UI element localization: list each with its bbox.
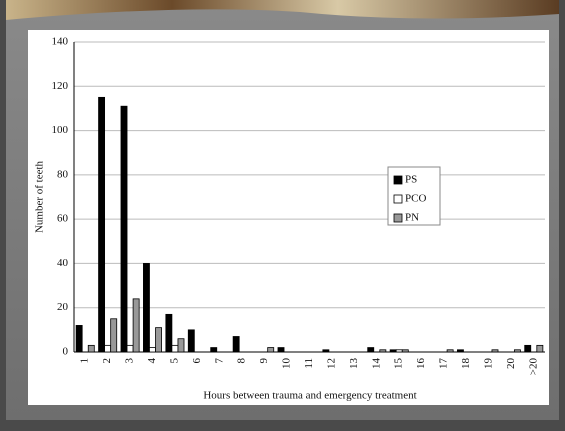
y-tick-label: 60 (57, 213, 69, 225)
x-tick-label: 6 (191, 358, 203, 364)
bar (99, 97, 105, 352)
legend-swatch (394, 195, 402, 203)
x-tick-label: 18 (460, 358, 472, 370)
x-tick-label: 3 (124, 358, 136, 364)
y-tick-label: 100 (52, 124, 69, 136)
bar (172, 345, 178, 352)
x-tick-label: 20 (505, 358, 517, 370)
bar (127, 345, 133, 352)
bar (76, 325, 82, 352)
bar (492, 350, 498, 352)
x-tick-label: 19 (482, 358, 494, 370)
bar (390, 350, 396, 352)
bar (133, 299, 139, 352)
bar (178, 339, 184, 352)
bar (166, 314, 172, 352)
bar (88, 345, 94, 352)
y-tick-label: 0 (63, 346, 69, 358)
y-tick-label: 120 (52, 80, 69, 92)
y-axis-title: Number of teeth (34, 160, 46, 233)
bar (111, 319, 117, 352)
y-tick-label: 80 (57, 168, 69, 180)
bar (268, 348, 274, 352)
x-tick-label: 9 (258, 358, 270, 364)
bar (278, 348, 284, 352)
x-tick-label: 14 (370, 358, 382, 370)
legend-label: PCO (405, 193, 426, 205)
bar (323, 350, 329, 352)
x-tick-label: 15 (393, 358, 405, 370)
x-tick-label: 10 (281, 358, 293, 370)
x-tick-label: 16 (415, 358, 427, 370)
bar (537, 345, 543, 352)
x-tick-label: >20 (527, 358, 539, 376)
legend-label: PS (405, 174, 417, 186)
x-tick-label: 13 (348, 358, 360, 370)
bar (380, 350, 386, 352)
x-tick-label: 8 (236, 358, 248, 364)
legend-swatch (394, 214, 402, 222)
x-tick-label: 11 (303, 358, 315, 369)
bar (233, 337, 239, 353)
bar (105, 345, 111, 352)
x-tick-label: 5 (168, 358, 180, 364)
bar (457, 350, 463, 352)
x-tick-label: 4 (146, 358, 158, 364)
bar (188, 330, 194, 352)
bar (149, 348, 155, 352)
bar (402, 350, 408, 352)
legend-label: PN (405, 212, 419, 224)
bar (156, 328, 162, 352)
x-tick-label: 17 (438, 358, 450, 370)
bar (447, 350, 453, 352)
bar (514, 350, 520, 352)
bar (368, 348, 374, 352)
slide: Hours between trauma and emergency treat… (0, 0, 565, 426)
x-tick-label: 2 (101, 358, 113, 364)
y-tick-label: 140 (52, 36, 69, 48)
x-tick-label: 12 (325, 358, 337, 369)
bar (143, 263, 149, 352)
bar (525, 345, 531, 352)
x-tick-label: 7 (213, 358, 225, 364)
x-tick-label: 1 (79, 358, 91, 364)
bar (396, 350, 402, 352)
y-tick-label: 20 (57, 301, 69, 313)
legend-swatch (394, 176, 402, 184)
y-tick-label: 40 (57, 257, 69, 269)
x-axis-title: Hours between trauma and emergency treat… (203, 390, 416, 402)
bar (211, 348, 217, 352)
bar (121, 106, 127, 352)
